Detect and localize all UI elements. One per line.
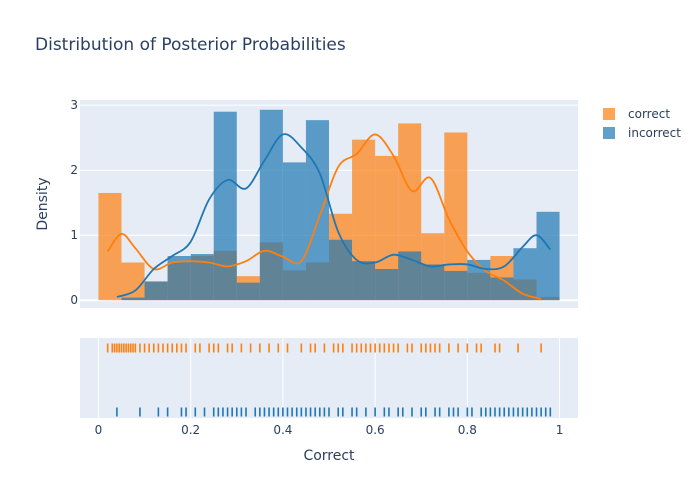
tick-labels: 0 1 2 3 0 0.2 0.4 0.6 0.8 1 <box>70 98 563 437</box>
x-tick-label: 0.4 <box>273 423 292 437</box>
bar-incorrect <box>121 297 145 301</box>
x-tick-label: 0 <box>95 423 103 437</box>
legend-swatch-incorrect <box>603 127 615 139</box>
bar-incorrect <box>144 281 168 301</box>
bar-incorrect <box>490 277 514 301</box>
legend-swatch-correct <box>603 108 615 120</box>
legend-label-incorrect: incorrect <box>628 126 681 140</box>
bar-incorrect <box>375 269 399 301</box>
bar-incorrect <box>167 256 191 301</box>
legend: correct incorrect <box>603 107 681 140</box>
x-tick-label: 0.8 <box>458 423 477 437</box>
y-tick-label: 2 <box>70 163 78 177</box>
bar-incorrect <box>282 162 306 301</box>
kde-line-incorrect <box>116 133 552 298</box>
bar-incorrect <box>190 254 214 301</box>
rug-plot-area <box>80 338 578 418</box>
x-tick-label: 0.6 <box>366 423 385 437</box>
y-tick-label: 0 <box>70 293 78 307</box>
x-tick-label: 0.2 <box>181 423 200 437</box>
bar-correct <box>375 155 399 301</box>
x-tick-label: 1 <box>556 423 564 437</box>
bar-correct <box>444 132 468 301</box>
bar-incorrect <box>329 239 353 301</box>
kde-line-correct <box>106 133 542 300</box>
y-tick-label: 1 <box>70 228 78 242</box>
y-tick-label: 3 <box>70 98 78 112</box>
bar-incorrect <box>398 251 422 301</box>
kde-curves <box>106 133 552 300</box>
bar-incorrect <box>236 282 260 301</box>
bar-incorrect <box>444 270 468 301</box>
bar-correct <box>121 262 145 301</box>
bar-incorrect <box>536 211 560 301</box>
legend-label-correct: correct <box>628 107 670 121</box>
y-axis-title: Density <box>35 177 51 230</box>
bar-incorrect <box>305 120 329 301</box>
histogram-bars <box>98 109 560 301</box>
bar-incorrect <box>352 261 376 301</box>
chart-title: Distribution of Posterior Probabilities <box>35 35 346 55</box>
x-axis-title: Correct <box>303 448 355 464</box>
bar-incorrect <box>513 248 537 301</box>
bar-incorrect <box>213 111 237 301</box>
bar-incorrect <box>421 264 445 301</box>
rug-marks <box>106 343 552 417</box>
